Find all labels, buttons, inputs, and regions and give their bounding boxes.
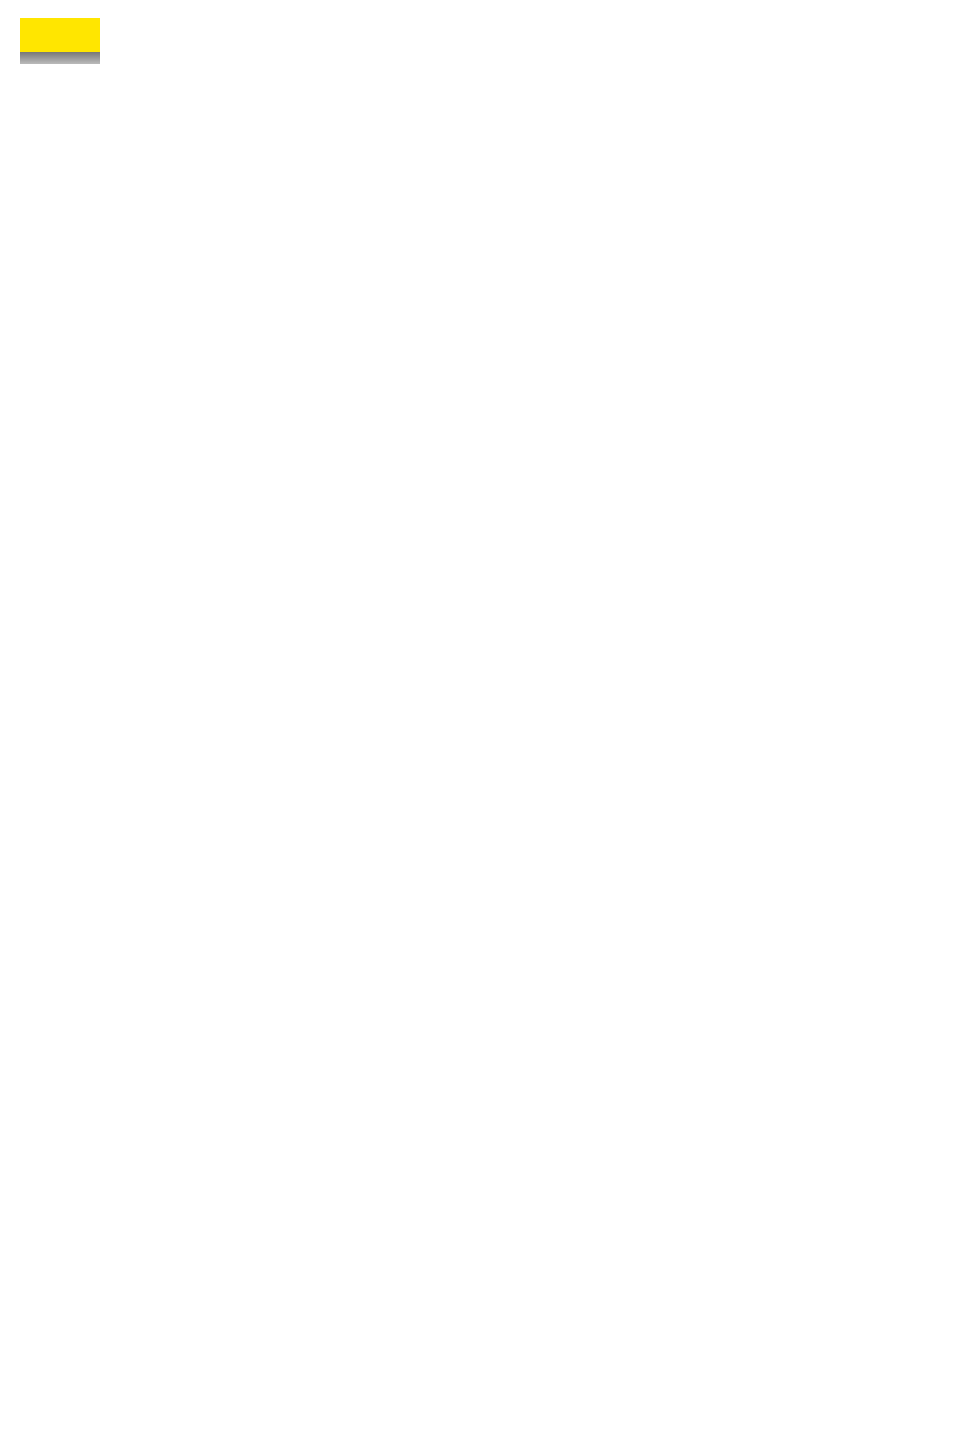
- brand-logo: [20, 18, 100, 68]
- brand-logo-box: [20, 18, 100, 52]
- brand-logo-shadow: [20, 52, 100, 64]
- page-root: [0, 0, 960, 1434]
